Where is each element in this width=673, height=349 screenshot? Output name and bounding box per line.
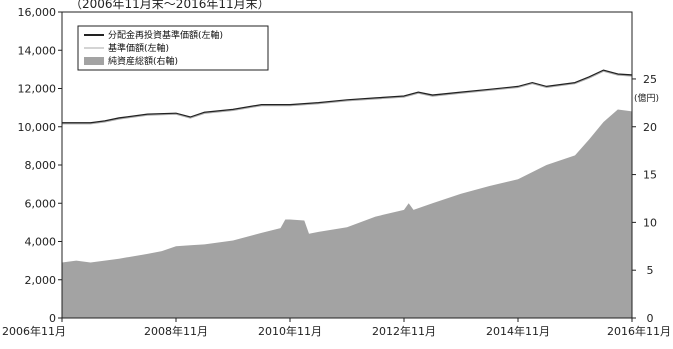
y-right-tick-label: 5 (647, 264, 654, 277)
series-net-assets-area (62, 109, 632, 318)
y-left-tick-label: 6,000 (25, 197, 57, 210)
y-left-tick-label: 14,000 (18, 44, 57, 57)
x-tick-label: 2016年11月 (607, 324, 671, 338)
ticks-layer: 0 2,000 4,000 6,000 8,000 10,000 12,000 14,000 1… (2, 6, 671, 338)
y-left-tick-label: 8,000 (25, 159, 57, 172)
series-reinvested-nav-line (62, 69, 633, 124)
y-left-tick-label: 0 (49, 312, 56, 325)
legend: 分配金再投資基準価額(左軸) 基準価額(左軸) 純資産総額(右軸) (77, 25, 269, 71)
y-right-tick-label: 25 (643, 73, 657, 86)
lines-layer (62, 69, 633, 125)
y-left-tick-label: 4,000 (25, 236, 57, 249)
series-nav-line (62, 70, 633, 125)
x-tick-label: 2010年11月 (258, 324, 322, 338)
chart-subtitle: （2006年11月末～2016年11月末） (70, 0, 270, 11)
y-right-tick-label: 20 (643, 121, 657, 134)
legend-swatch-net-assets (84, 57, 104, 65)
y-left-tick-label: 10,000 (18, 121, 57, 134)
x-tick-label: 2008年11月 (144, 324, 208, 338)
y-left-tick-label: 2,000 (25, 274, 57, 287)
x-tick-label: 2006年11月 (2, 324, 66, 338)
area-layer (62, 109, 632, 318)
x-tick-label: 2012年11月 (372, 324, 436, 338)
y-left-tick-label: 16,000 (18, 6, 57, 19)
x-tick-label: 2014年11月 (486, 324, 550, 338)
right-axis-unit: (億円) (634, 92, 659, 104)
legend-box (77, 25, 269, 71)
legend-label-nav: 基準価額(左軸) (108, 42, 169, 54)
y-left-tick-label: 12,000 (18, 83, 57, 96)
legend-label-reinvested-nav: 分配金再投資基準価額(左軸) (108, 29, 223, 41)
y-right-tick-label: 10 (643, 216, 657, 229)
legend-label-net-assets: 純資産総額(右軸) (108, 55, 178, 67)
y-right-tick-label: 0 (647, 312, 654, 325)
y-right-tick-label: 15 (643, 169, 657, 182)
